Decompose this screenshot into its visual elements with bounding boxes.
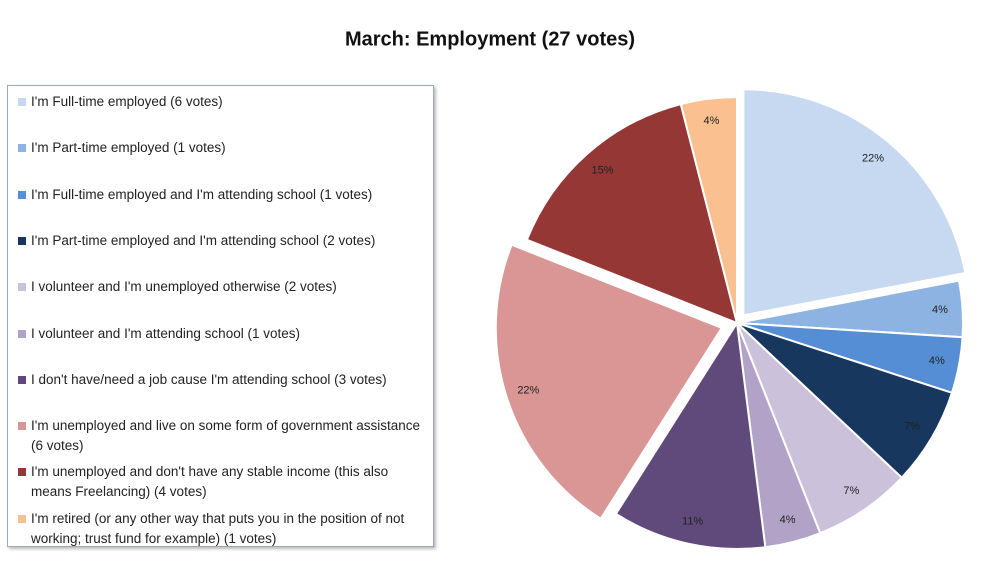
pie-slice xyxy=(679,95,738,324)
legend-item: I volunteer and I'm unemployed otherwise… xyxy=(18,277,423,297)
legend-label: I'm unemployed and don't have any stable… xyxy=(31,464,389,500)
legend: I'm Full-time employed (6 votes) I'm Part… xyxy=(7,85,434,547)
legend-item: I'm unemployed and don't have any stable… xyxy=(18,462,423,502)
data-label: 11% xyxy=(682,515,703,527)
legend-swatch xyxy=(18,190,26,199)
legend-item: I'm unemployed and live on some form of … xyxy=(18,416,423,456)
legend-swatch xyxy=(18,422,26,431)
legend-swatch xyxy=(18,283,26,292)
legend-swatch xyxy=(18,144,26,153)
legend-swatch xyxy=(18,329,26,338)
legend-swatch xyxy=(18,514,26,523)
pie-slice xyxy=(614,320,767,550)
legend-item: I don't have/need a job cause I'm attend… xyxy=(18,370,423,390)
legend-swatch xyxy=(18,98,26,106)
legend-label: I'm retired (or any other way that puts … xyxy=(31,510,405,546)
pie-slice xyxy=(525,102,739,325)
legend-label: I'm unemployed and live on some form of … xyxy=(31,418,421,454)
legend-item: I'm Part-time employed (1 votes) xyxy=(18,138,423,158)
pie-slice xyxy=(494,243,724,521)
legend-label: I don't have/need a job cause I'm attend… xyxy=(31,371,387,387)
legend-label: I'm Full-time employed (6 votes) xyxy=(31,94,223,109)
pie-slice xyxy=(742,88,967,317)
legend-item: I'm Full-time employed and I'm attending… xyxy=(18,185,423,205)
legend-item: I volunteer and I'm attending school (1 … xyxy=(18,324,423,344)
data-label: 7% xyxy=(904,420,920,432)
legend-swatch xyxy=(18,236,26,245)
legend-swatch xyxy=(18,468,26,477)
data-label: 4% xyxy=(704,115,720,127)
data-label: 4% xyxy=(929,355,945,367)
chart-title: March: Employment (27 votes) xyxy=(345,28,635,50)
legend-item: I'm Part-time employed and I'm attending… xyxy=(18,231,423,251)
data-label: 4% xyxy=(932,304,948,316)
legend-item: I'm retired (or any other way that puts … xyxy=(18,509,423,549)
legend-label: I'm Full-time employed and I'm attending… xyxy=(31,186,373,202)
data-label: 15% xyxy=(591,164,613,176)
legend-label: I volunteer and I'm attending school (1 … xyxy=(31,325,300,341)
legend-swatch xyxy=(18,375,26,384)
data-label: 22% xyxy=(517,385,539,397)
legend-item: I'm Full-time employed (6 votes) xyxy=(18,92,423,112)
data-label: 7% xyxy=(843,485,859,497)
legend-label: I'm Part-time employed (1 votes) xyxy=(31,140,226,156)
legend-label: I volunteer and I'm unemployed otherwise… xyxy=(31,279,337,295)
data-label: 4% xyxy=(780,514,796,526)
data-label: 22% xyxy=(862,152,884,164)
legend-label: I'm Part-time employed and I'm attending… xyxy=(31,232,376,248)
